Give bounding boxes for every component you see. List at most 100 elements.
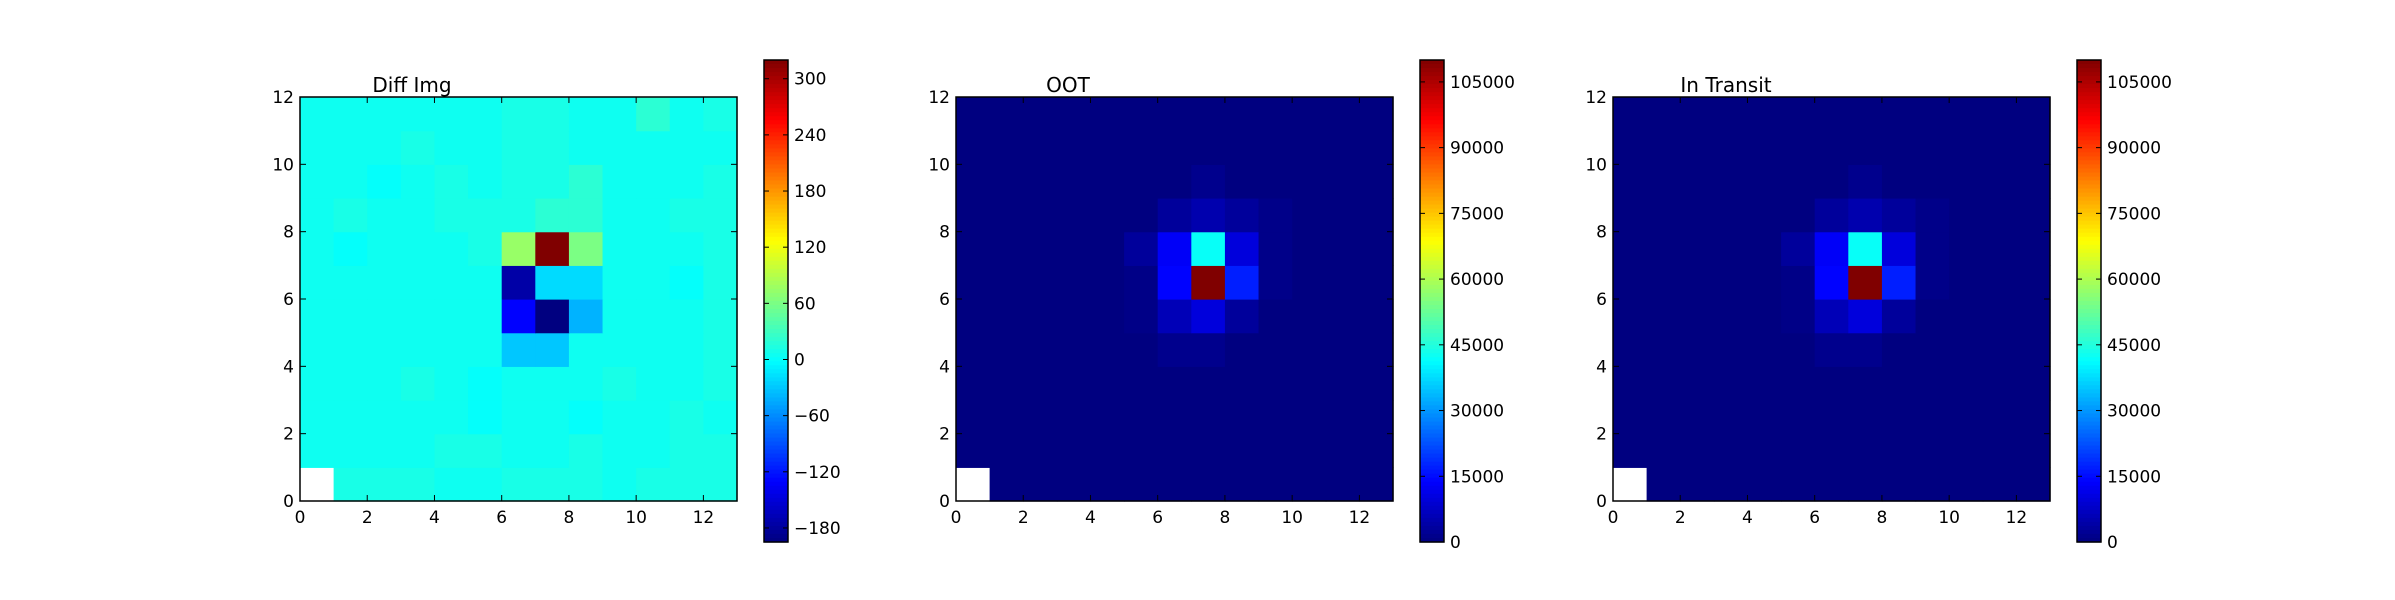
colorbar-segment — [2077, 333, 2101, 338]
heatmap-cell — [1915, 130, 1950, 165]
colorbar-segment — [2077, 521, 2101, 527]
colorbar-segment — [764, 473, 788, 479]
heatmap-cell — [1023, 467, 1058, 502]
heatmap-cell — [703, 433, 738, 468]
heatmap-cell — [1613, 231, 1648, 266]
colorbar-segment — [2077, 341, 2101, 346]
heatmap-cell — [2016, 198, 2051, 233]
heatmap-cell — [1292, 164, 1327, 199]
colorbar-frame — [1419, 59, 1445, 543]
heatmap-cell — [1949, 265, 1984, 300]
colorbar-segment — [1420, 525, 1444, 531]
colorbar-tick-label: 75000 — [2107, 204, 2161, 224]
heatmap-cell — [636, 198, 671, 233]
heatmap-cell — [956, 400, 991, 435]
colorbar-segment — [764, 513, 788, 519]
heatmap-cell — [1915, 467, 1950, 502]
heatmap-cell — [1292, 433, 1327, 468]
heatmap-cell — [367, 467, 402, 502]
heatmap-cell — [400, 231, 436, 266]
heatmap-cell — [1814, 198, 1849, 233]
colorbar-segment — [2077, 377, 2101, 382]
heatmap-cell — [400, 164, 436, 199]
colorbar-segment — [764, 292, 788, 298]
colorbar-segment — [764, 264, 788, 270]
colorbar-segment — [764, 68, 788, 73]
heatmap-cell — [1157, 433, 1192, 468]
colorbar-segment — [764, 509, 788, 515]
heatmap-cell — [1056, 366, 1092, 401]
colorbar-tick-label: 75000 — [1450, 204, 1504, 224]
heatmap-cell — [1881, 433, 1917, 468]
heatmap-cell — [1680, 130, 1715, 165]
heatmap-cell — [1359, 231, 1394, 266]
heatmap-cell — [1881, 198, 1917, 233]
heatmap-cell — [1157, 164, 1192, 199]
heatmap-cell — [1056, 130, 1092, 165]
heatmap-cell — [1646, 198, 1681, 233]
heatmap-cell — [1949, 366, 1984, 401]
x-tick-label: 12 — [2006, 508, 2028, 528]
heatmap-cell — [989, 467, 1024, 502]
heatmap-cell — [1949, 299, 1984, 334]
heatmap-cell — [636, 433, 671, 468]
heatmap-cell — [1881, 299, 1917, 334]
heatmap-cell — [1881, 332, 1917, 367]
heatmap-cell — [1949, 467, 1984, 502]
colorbar-segment — [2077, 345, 2101, 350]
heatmap-cell — [434, 164, 469, 199]
colorbar-segment — [764, 124, 788, 129]
colorbar-segment — [1420, 349, 1444, 354]
heatmap-cell — [1023, 433, 1058, 468]
colorbar-segment — [2077, 208, 2101, 214]
colorbar-segment — [764, 329, 788, 334]
colorbar-segment — [2077, 445, 2101, 451]
heatmap-cell — [1090, 265, 1125, 300]
heatmap-cell — [1881, 164, 1917, 199]
heatmap-cell — [400, 265, 436, 300]
colorbar-segment — [764, 184, 788, 190]
colorbar-segment — [2077, 517, 2101, 523]
colorbar-segment — [1420, 224, 1444, 230]
x-tick-label: 6 — [1152, 508, 1163, 528]
heatmap-cell — [1325, 231, 1360, 266]
colorbar-segment — [1420, 517, 1444, 523]
heatmap-cell — [434, 198, 469, 233]
heatmap-cell — [1915, 433, 1950, 468]
colorbar-segment — [1420, 88, 1444, 93]
heatmap-cell — [636, 265, 671, 300]
colorbar-segment — [1420, 333, 1444, 338]
heatmap-cell — [1848, 198, 1883, 233]
heatmap-cell — [1023, 97, 1058, 132]
y-tick-label: 2 — [939, 425, 950, 445]
colorbar-segment — [764, 276, 788, 282]
heatmap-cell — [956, 366, 991, 401]
heatmap-cell — [300, 265, 335, 300]
colorbar-segment — [1420, 164, 1444, 170]
heatmap-cell — [1646, 400, 1681, 435]
heatmap-cell — [568, 265, 604, 300]
colorbar-segment — [1420, 449, 1444, 455]
colorbar-segment — [764, 381, 788, 386]
colorbar-segment — [764, 104, 788, 109]
colorbar-segment — [1420, 389, 1444, 394]
heatmap-cell — [1023, 299, 1058, 334]
colorbar-segment — [764, 248, 788, 254]
heatmap-cell — [1680, 198, 1715, 233]
colorbar-segment — [1420, 140, 1444, 145]
heatmap-cell — [1713, 400, 1749, 435]
heatmap-cell — [1023, 231, 1058, 266]
heatmap-cell — [1292, 299, 1327, 334]
colorbar-segment — [1420, 417, 1444, 423]
heatmap-cell — [501, 265, 536, 300]
heatmap-cell — [1848, 130, 1883, 165]
heatmap-cell — [1848, 400, 1883, 435]
heatmap-cell — [2016, 97, 2051, 132]
colorbar-segment — [764, 156, 788, 162]
heatmap-cell — [1191, 332, 1226, 367]
heatmap-cell — [1713, 164, 1749, 199]
heatmap-cell — [501, 400, 536, 435]
heatmap-cell — [1646, 433, 1681, 468]
heatmap-cell — [535, 400, 570, 435]
heatmap-cell — [1814, 433, 1849, 468]
